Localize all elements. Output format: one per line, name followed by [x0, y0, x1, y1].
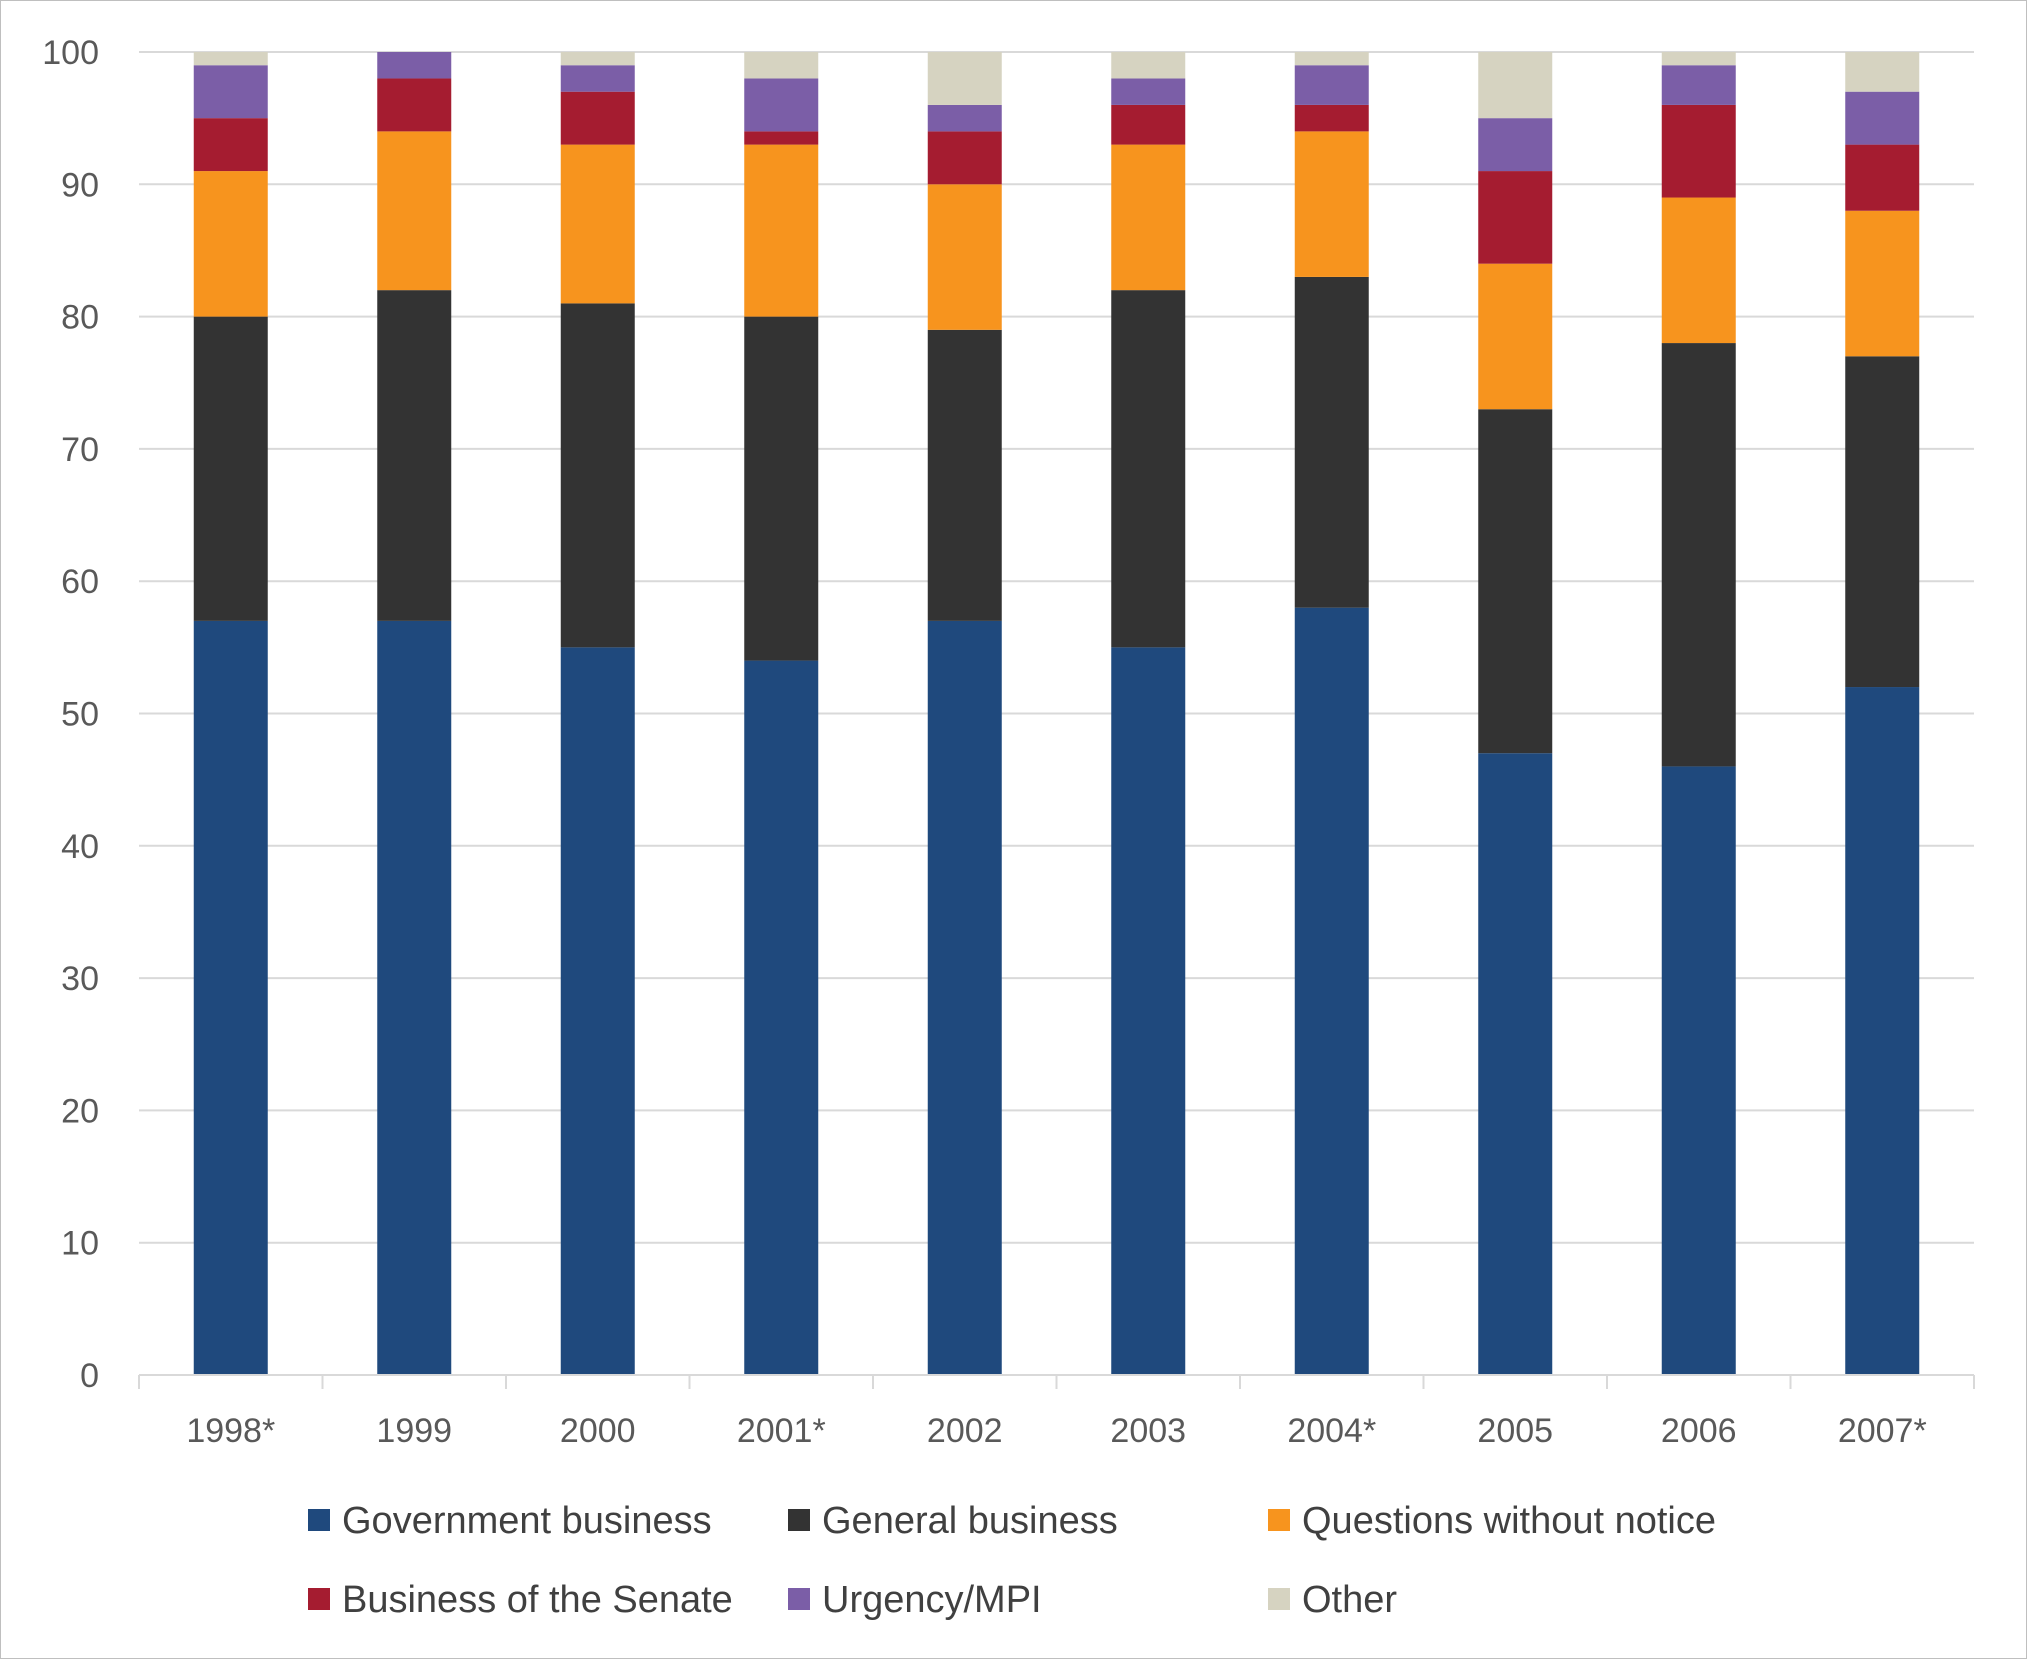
bar-segment-business-of-the-senate-1998	[193, 118, 268, 172]
bar-segment-urgency-mpi-2000	[560, 65, 635, 92]
bar-segment-other-2005	[1478, 52, 1553, 119]
bar-segment-general-business-2004	[1294, 276, 1369, 608]
bar-segment-general-business-2003	[1111, 290, 1186, 648]
bar-segment-urgency-mpi-1998	[193, 65, 268, 119]
bar-segment-urgency-mpi-1999	[377, 52, 452, 79]
legend-swatch	[1268, 1509, 1290, 1531]
bar-segment-general-business-2002	[927, 329, 1002, 621]
bar-segment-business-of-the-senate-2000	[560, 91, 635, 145]
bar-segment-questions-without-notice-2006	[1661, 197, 1736, 344]
y-tick-label: 10	[61, 1225, 99, 1263]
y-tick-label: 70	[61, 431, 99, 469]
y-tick-label: 20	[61, 1092, 99, 1130]
bar-segment-urgency-mpi-2006	[1661, 65, 1736, 105]
x-tick-label: 2007*	[1838, 1412, 1927, 1450]
bar-segment-general-business-1999	[377, 290, 452, 621]
y-tick-label: 0	[80, 1357, 99, 1395]
y-tick-label: 60	[61, 563, 99, 601]
bar-segment-business-of-the-senate-2001	[744, 131, 819, 145]
bar-segment-business-of-the-senate-1999	[377, 78, 452, 132]
legend-label: Other	[1302, 1579, 1397, 1621]
x-tick-label: 2005	[1477, 1412, 1553, 1450]
y-axis-tick-labels: 0 10 20 30 40 50 60 70 80 90 100	[42, 34, 99, 1395]
legend-label: Questions without notice	[1302, 1500, 1716, 1542]
bar-segment-urgency-mpi-2004	[1294, 65, 1369, 105]
x-tick-label: 1998*	[186, 1412, 275, 1450]
bar-segment-government-business-2005	[1478, 753, 1553, 1375]
y-tick-label: 30	[61, 960, 99, 998]
bar-segment-urgency-mpi-2003	[1111, 78, 1186, 105]
bar-segment-government-business-1998	[193, 620, 268, 1375]
legend-swatch	[308, 1509, 330, 1531]
x-axis-tick-labels: 1998* 1999 2000 2001* 2002 2003 2004* 2005 2006 2…	[186, 1412, 1926, 1450]
bar-segment-other-2002	[927, 52, 1002, 105]
y-tick-label: 50	[61, 696, 99, 734]
bar-segment-general-business-2001	[744, 316, 819, 661]
x-tick-label: 2006	[1661, 1412, 1737, 1450]
legend-swatch	[1268, 1588, 1290, 1610]
bar-segment-government-business-2002	[927, 620, 1002, 1375]
bar-segment-other-2004	[1294, 52, 1369, 66]
bar-segment-questions-without-notice-2000	[560, 144, 635, 304]
y-tick-label: 100	[42, 34, 99, 72]
bar-segment-general-business-2006	[1661, 343, 1736, 767]
y-tick-label: 80	[61, 299, 99, 337]
x-tick-label: 2003	[1110, 1412, 1186, 1450]
x-tick-label: 2002	[927, 1412, 1003, 1450]
x-tick-label: 2001*	[737, 1412, 826, 1450]
legend: Government business General business Quest…	[308, 1500, 1716, 1621]
bar-segment-questions-without-notice-2005	[1478, 263, 1553, 410]
bar-segment-general-business-1998	[193, 316, 268, 621]
bar-segment-government-business-2006	[1661, 766, 1736, 1375]
bar-segment-other-2000	[560, 52, 635, 66]
bar-segment-questions-without-notice-1998	[193, 171, 268, 317]
bar-segment-other-2003	[1111, 52, 1186, 79]
legend-swatch	[308, 1588, 330, 1610]
bar-segment-questions-without-notice-2001	[744, 144, 819, 317]
x-tick-label: 1999	[376, 1412, 452, 1450]
bar-segment-urgency-mpi-2005	[1478, 118, 1553, 172]
bar-segment-questions-without-notice-2002	[927, 184, 1002, 330]
x-axis	[138, 1374, 1975, 1389]
bar-segment-business-of-the-senate-2004	[1294, 104, 1369, 132]
bar-segment-questions-without-notice-2007	[1845, 210, 1920, 357]
bar-segment-urgency-mpi-2002	[927, 104, 1002, 132]
bars	[193, 52, 1920, 1375]
bar-segment-urgency-mpi-2001	[744, 78, 819, 132]
bar-segment-government-business-2003	[1111, 647, 1186, 1375]
bar-segment-business-of-the-senate-2003	[1111, 104, 1186, 145]
bar-segment-business-of-the-senate-2007	[1845, 144, 1920, 211]
bar-segment-other-2006	[1661, 52, 1736, 66]
bar-segment-government-business-2007	[1845, 687, 1920, 1375]
bar-segment-other-2001	[744, 52, 819, 79]
legend-label: Government business	[342, 1500, 712, 1542]
bar-segment-government-business-2001	[744, 660, 819, 1375]
legend-swatch	[788, 1588, 810, 1610]
bar-segment-business-of-the-senate-2005	[1478, 171, 1553, 264]
bar-segment-business-of-the-senate-2002	[927, 131, 1002, 185]
bar-segment-questions-without-notice-2004	[1294, 131, 1369, 277]
bar-segment-other-2007	[1845, 52, 1920, 92]
bar-segment-other-1998	[193, 52, 268, 66]
legend-swatch	[788, 1509, 810, 1531]
bar-segment-urgency-mpi-2007	[1845, 91, 1920, 145]
bar-segment-general-business-2000	[560, 303, 635, 648]
y-tick-label: 90	[61, 166, 99, 204]
bar-segment-general-business-2005	[1478, 409, 1553, 754]
bar-segment-government-business-2004	[1294, 607, 1369, 1375]
x-tick-label: 2000	[560, 1412, 636, 1450]
bar-segment-questions-without-notice-2003	[1111, 144, 1186, 291]
legend-label: Urgency/MPI	[822, 1579, 1042, 1621]
bar-segment-government-business-1999	[377, 620, 452, 1375]
bar-segment-business-of-the-senate-2006	[1661, 104, 1736, 198]
legend-label: Business of the Senate	[342, 1579, 733, 1621]
bar-segment-questions-without-notice-1999	[377, 131, 452, 291]
bar-segment-government-business-2000	[560, 647, 635, 1375]
bar-segment-general-business-2007	[1845, 356, 1920, 688]
legend-label: General business	[822, 1500, 1118, 1542]
y-tick-label: 40	[61, 828, 99, 866]
x-tick-label: 2004*	[1287, 1412, 1376, 1450]
